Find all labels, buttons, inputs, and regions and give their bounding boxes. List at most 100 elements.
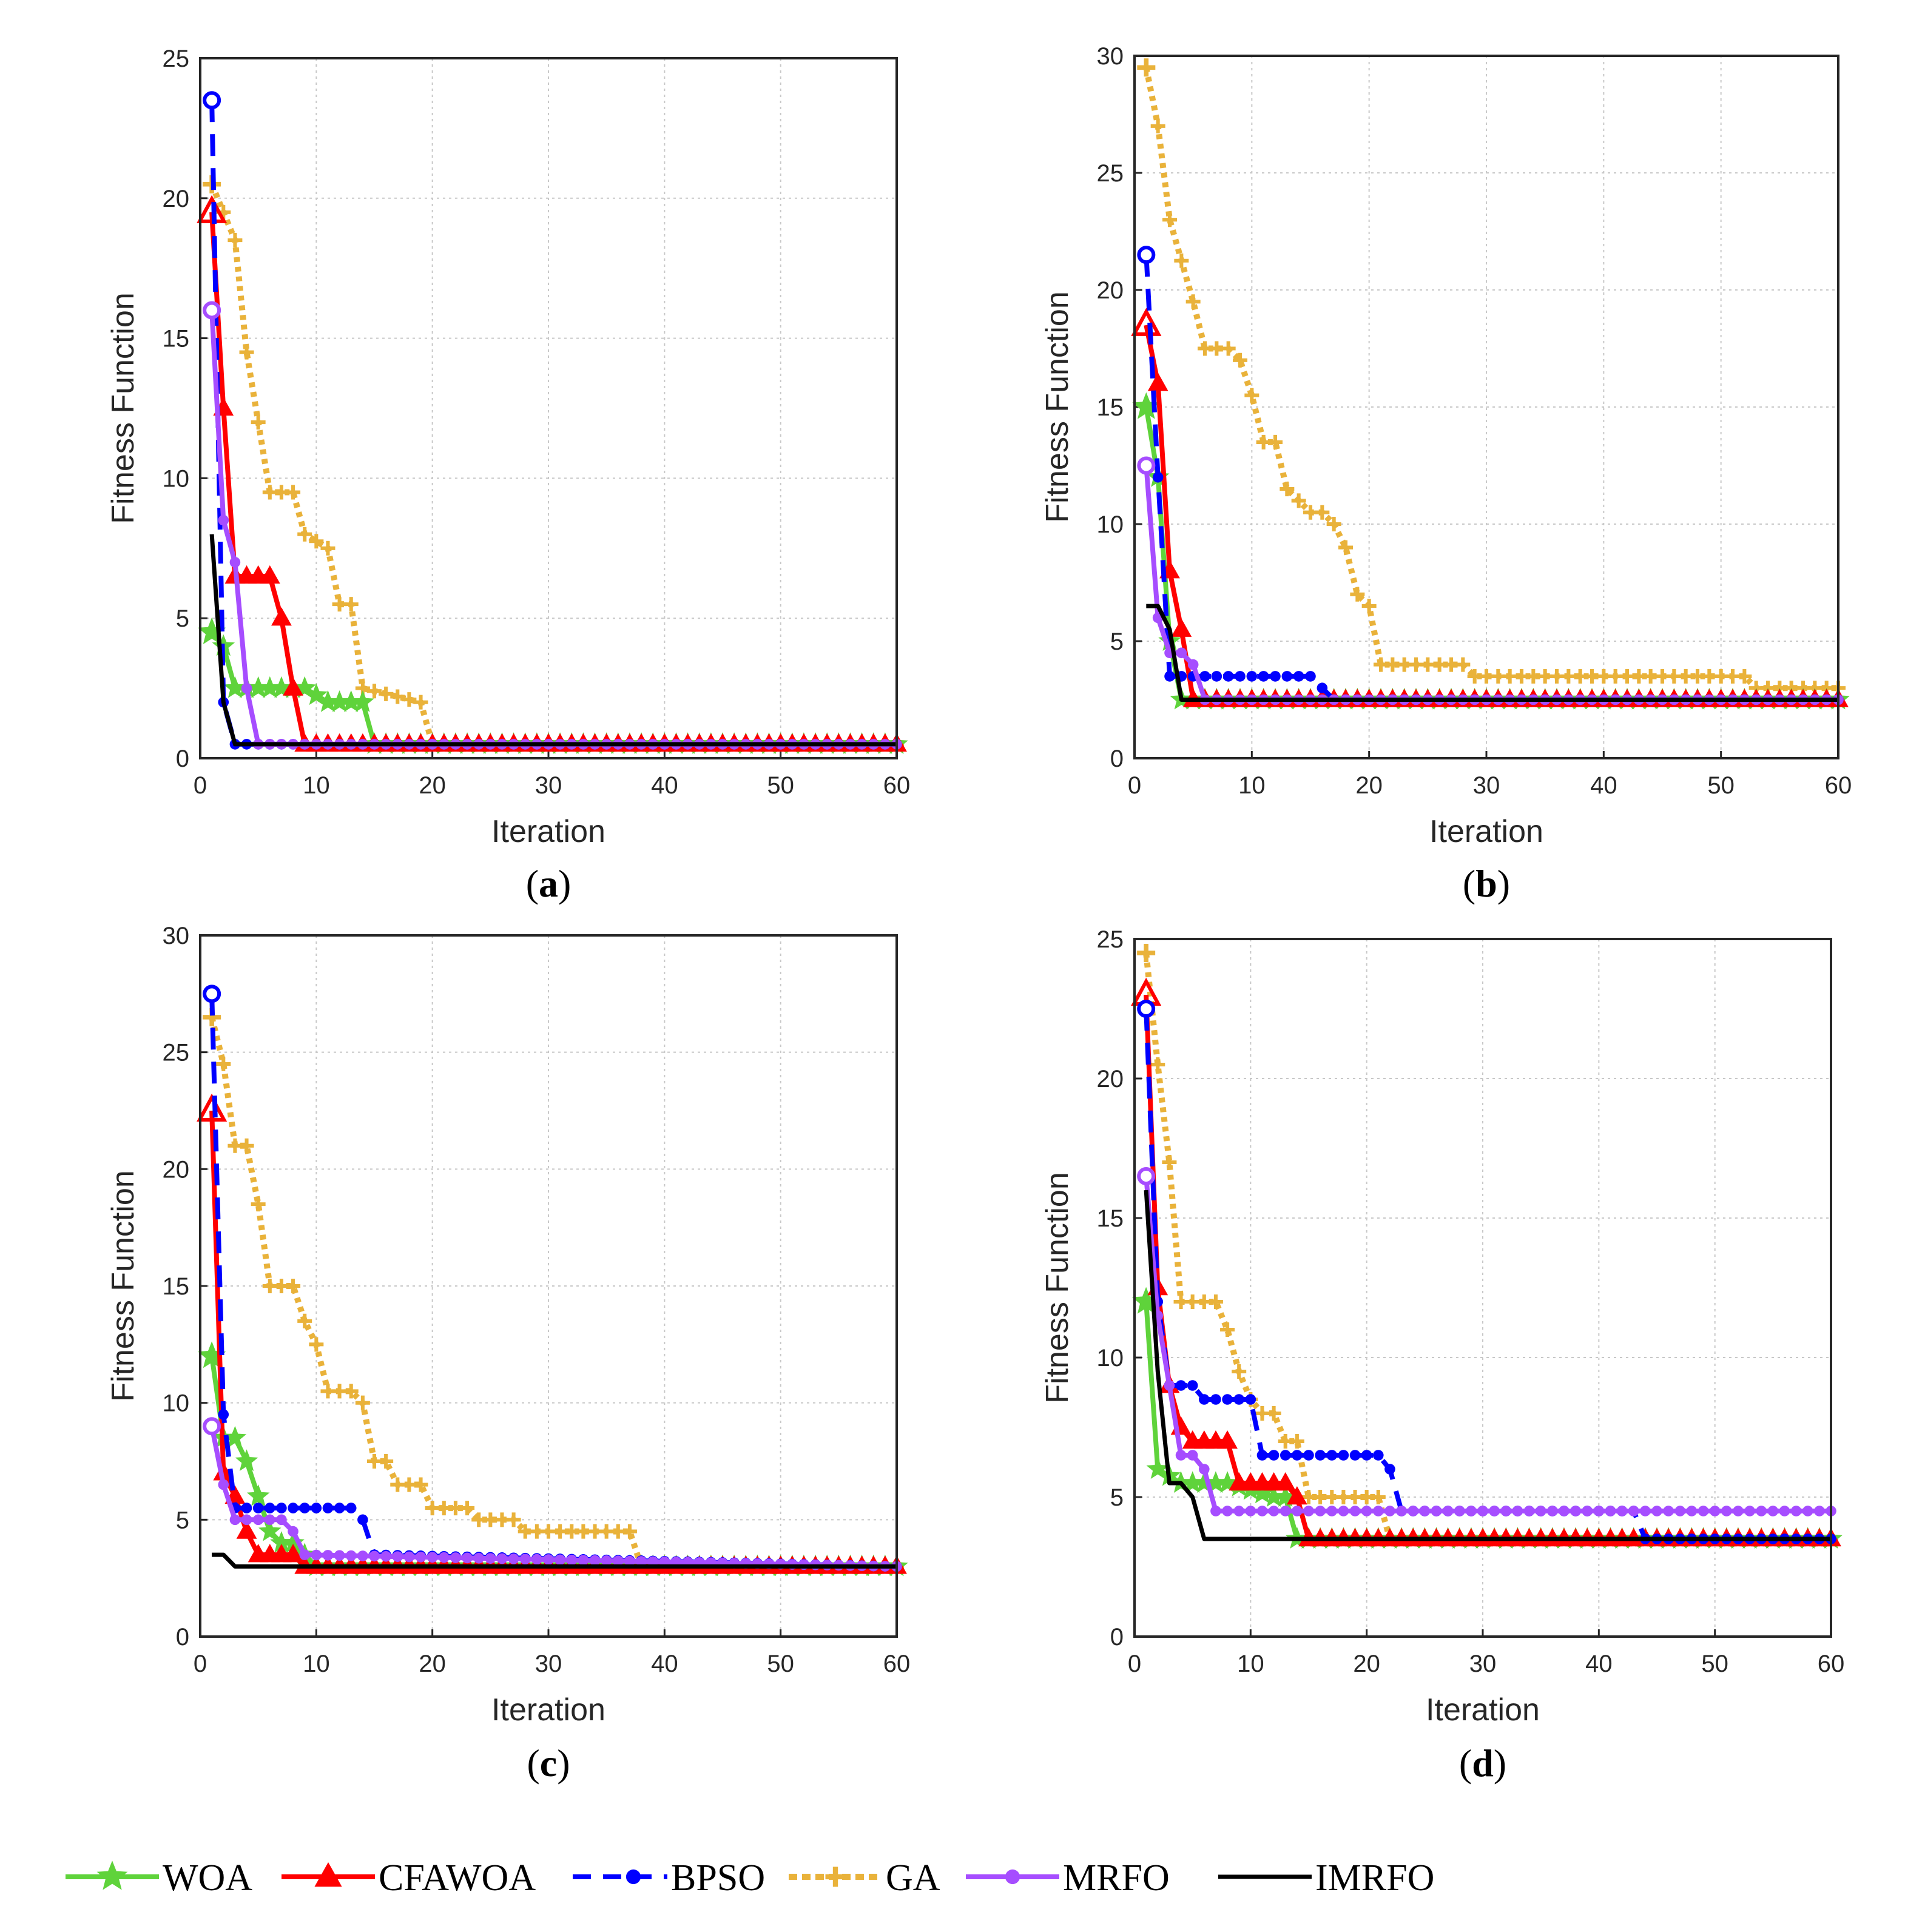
data-point [1303,1506,1314,1516]
x-tick-label: 30 [1473,772,1500,799]
data-point [402,692,417,707]
data-point [647,1556,658,1567]
chart-panel-c: 0 10 20 30 40 50 60 0 5 10 15 20 25 30 Iteration Fitnes… [106,923,910,1785]
data-point [239,1138,254,1153]
data-point [299,1503,311,1513]
x-tick-label: 40 [651,1651,678,1677]
legend-marker [96,1860,128,1890]
data-point [351,690,374,712]
data-point [1210,1394,1221,1405]
data-point [485,1553,496,1564]
data-point [1559,1506,1570,1516]
caption-letter: a [539,862,558,905]
data-point [1779,1506,1790,1516]
data-point [223,1425,247,1448]
x-tick-label: 0 [1128,772,1141,799]
series-imrfo [212,1552,897,1569]
x-tick-label: 20 [1353,1651,1380,1677]
data-point [320,540,336,556]
x-tick-label: 60 [883,772,911,799]
data-point [311,1503,322,1513]
legend-label: IMRFO [1315,1857,1434,1899]
data-point [1137,1000,1156,1018]
data-point [462,1552,473,1564]
legend-marker [314,1862,342,1887]
data-point [288,1526,298,1537]
data-point [357,1514,368,1526]
x-tick-label: 40 [1585,1651,1613,1677]
data-point [311,1549,322,1561]
data-point [276,1503,287,1513]
data-point [427,1552,438,1563]
data-point [1137,58,1156,77]
y-tick-label: 10 [1097,1345,1124,1372]
data-point [241,682,252,694]
series-ga [1137,58,1846,696]
data-point [258,1519,282,1541]
data-point [265,1503,275,1513]
data-point [203,301,221,320]
data-point [334,1503,345,1513]
data-point [1175,1380,1187,1391]
data-point [1137,456,1156,475]
data-point [1489,1506,1500,1516]
data-point [1674,1506,1686,1516]
data-point [1338,1450,1349,1461]
x-tick-label: 20 [419,1651,446,1677]
data-point [1350,587,1365,602]
data-point [473,1553,484,1564]
data-point [252,1503,264,1513]
y-tick-label: 5 [1110,628,1124,655]
series-imrfo [209,534,897,747]
chart-panel-a: 0 10 20 30 40 50 60 0 5 10 15 20 25 Iteration Fitness … [106,45,910,905]
data-point [1744,1506,1755,1516]
caption-close: ) [557,1742,570,1785]
data-point [1373,1506,1384,1516]
data-point [1371,1490,1386,1504]
data-point [403,1551,415,1563]
data-point [1317,682,1328,693]
data-point [1268,434,1283,449]
data-point [1232,1364,1247,1379]
legend-item-woa: WOA [66,1857,252,1899]
y-tick-label: 10 [163,1390,190,1417]
chart-panel-d: 0 10 20 30 40 50 60 0 5 10 15 20 25 Iteration Fitness … [1040,926,1844,1785]
series-imrfo [1146,604,1838,702]
data-point [343,597,359,612]
x-axis-title: Iteration [491,814,605,849]
y-tick-label: 20 [163,186,190,212]
data-point [1275,1472,1296,1491]
legend-label: WOA [163,1857,252,1899]
data-point [251,415,266,430]
data-point [613,1555,624,1567]
data-point [1338,1506,1349,1516]
data-point [236,1520,257,1539]
data-point [1326,1450,1338,1461]
data-point [1361,599,1377,614]
data-point [496,1553,508,1564]
series-line-imrfo [1144,1190,1831,1541]
data-point [543,1554,554,1565]
x-tick-label: 60 [1825,772,1852,799]
data-point [1455,657,1471,672]
data-point [390,689,405,704]
data-point [1199,671,1210,682]
data-point [1305,671,1316,682]
x-tick-label: 20 [1355,772,1383,799]
data-point [305,683,328,705]
caption-close: ) [1497,862,1510,905]
data-point [1291,493,1306,508]
data-point [1150,118,1165,133]
data-point [345,1503,357,1513]
x-tick-label: 20 [419,772,446,799]
data-point [578,1555,589,1566]
data-point [1246,671,1258,682]
data-point [1709,1506,1721,1516]
data-point [1466,1506,1477,1516]
data-point [1802,1506,1813,1516]
data-point [203,91,221,110]
data-point [1175,1450,1187,1461]
data-point [334,1550,345,1561]
data-point [601,1555,612,1566]
